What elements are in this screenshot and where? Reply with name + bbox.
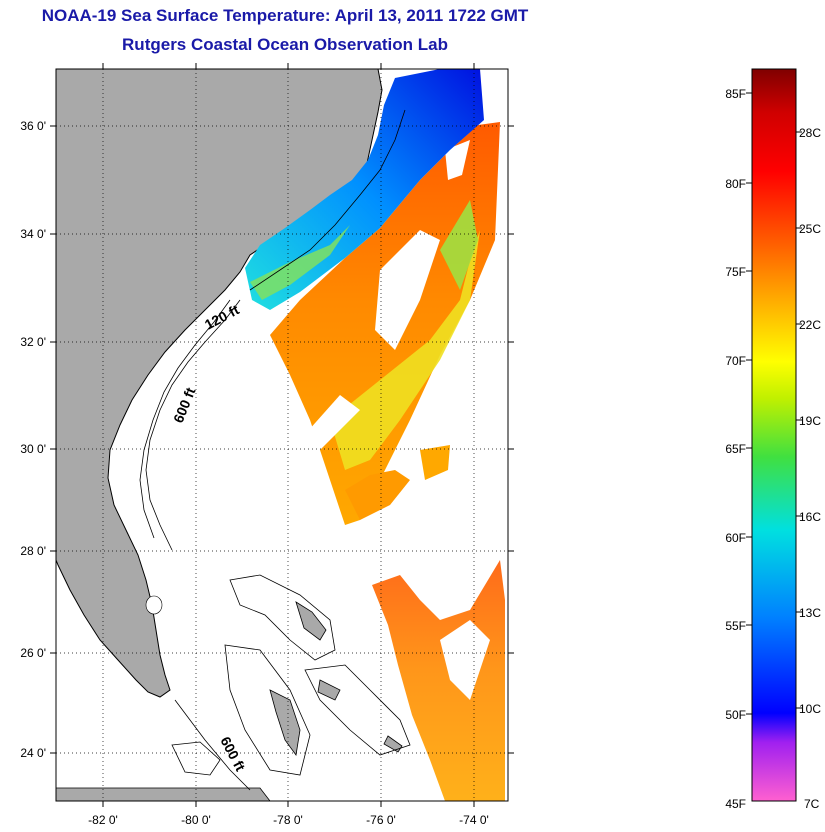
colorbar-f-label: 55F (725, 619, 746, 633)
colorbar-c-label: 25C (799, 222, 821, 236)
lat-label: 34 0' (20, 227, 46, 241)
colorbar (752, 69, 796, 801)
lon-label: -80 0' (181, 813, 211, 827)
lon-label: -78 0' (273, 813, 303, 827)
colorbar-c-label: 13C (799, 606, 821, 620)
colorbar-c-label: 22C (799, 318, 821, 332)
lon-label: -74 0' (459, 813, 489, 827)
colorbar-f-label: 45F (725, 797, 746, 811)
lat-label: 24 0' (20, 746, 46, 760)
colorbar-f-label: 70F (725, 354, 746, 368)
lat-label: 26 0' (20, 646, 46, 660)
lon-label: -76 0' (366, 813, 396, 827)
colorbar-f-label: 80F (725, 177, 746, 191)
colorbar-c-label: 10C (799, 702, 821, 716)
colorbar-c-label: 28C (799, 126, 821, 140)
colorbar-f-label: 60F (725, 531, 746, 545)
colorbar-c-label: 19C (799, 414, 821, 428)
map-area (56, 69, 508, 801)
colorbar-fahrenheit-scale: 85F 80F 75F 70F 65F 60F 55F 50F 45F (725, 87, 752, 811)
lon-label: -82 0' (88, 813, 118, 827)
colorbar-f-label: 75F (725, 265, 746, 279)
lat-label: 36 0' (20, 119, 46, 133)
lat-label: 28 0' (20, 544, 46, 558)
colorbar-c-label: 16C (799, 510, 821, 524)
colorbar-c-label: 7C (804, 797, 820, 811)
lat-label: 32 0' (20, 335, 46, 349)
colorbar-f-label: 85F (725, 87, 746, 101)
colorbar-celsius-scale: 28C 25C 22C 19C 16C 13C 10C 7C (796, 126, 821, 811)
colorbar-f-label: 50F (725, 708, 746, 722)
colorbar-f-label: 65F (725, 442, 746, 456)
lat-label: 30 0' (20, 442, 46, 456)
